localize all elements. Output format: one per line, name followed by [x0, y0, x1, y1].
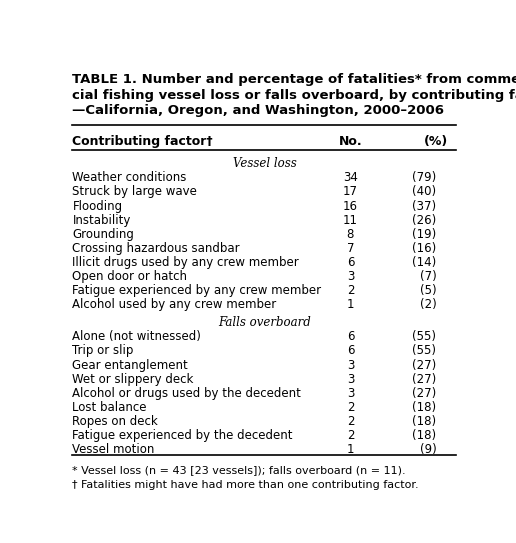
Text: (37): (37) — [412, 199, 437, 212]
Text: Lost balance: Lost balance — [72, 401, 147, 414]
Text: (18): (18) — [412, 401, 437, 414]
Text: (40): (40) — [412, 185, 437, 198]
Text: 8: 8 — [347, 228, 354, 241]
Text: Falls overboard: Falls overboard — [218, 316, 311, 329]
Text: (16): (16) — [412, 242, 437, 255]
Text: 6: 6 — [347, 344, 354, 357]
Text: Ropes on deck: Ropes on deck — [72, 415, 158, 428]
Text: Alcohol or drugs used by the decedent: Alcohol or drugs used by the decedent — [72, 387, 301, 400]
Text: (%): (%) — [424, 135, 448, 148]
Text: (27): (27) — [412, 372, 437, 386]
Text: 2: 2 — [347, 415, 354, 428]
Text: 7: 7 — [347, 242, 354, 255]
Text: (7): (7) — [420, 270, 437, 283]
Text: 3: 3 — [347, 358, 354, 371]
Text: 11: 11 — [343, 214, 358, 226]
Text: 6: 6 — [347, 256, 354, 269]
Text: No.: No. — [338, 135, 362, 148]
Text: 1: 1 — [347, 443, 354, 456]
Text: 3: 3 — [347, 270, 354, 283]
Text: Wet or slippery deck: Wet or slippery deck — [72, 372, 194, 386]
Text: (19): (19) — [412, 228, 437, 241]
Text: Alcohol used by any crew member: Alcohol used by any crew member — [72, 299, 277, 312]
Text: (27): (27) — [412, 358, 437, 371]
Text: 17: 17 — [343, 185, 358, 198]
Text: TABLE 1. Number and percentage of fatalities* from commer-: TABLE 1. Number and percentage of fatali… — [72, 73, 516, 86]
Text: 2: 2 — [347, 401, 354, 414]
Text: 1: 1 — [347, 299, 354, 312]
Text: (26): (26) — [412, 214, 437, 226]
Text: Weather conditions: Weather conditions — [72, 171, 187, 184]
Text: Fatigue experienced by the decedent: Fatigue experienced by the decedent — [72, 429, 293, 442]
Text: 2: 2 — [347, 285, 354, 298]
Text: 2: 2 — [347, 429, 354, 442]
Text: 3: 3 — [347, 372, 354, 386]
Text: Crossing hazardous sandbar: Crossing hazardous sandbar — [72, 242, 240, 255]
Text: Grounding: Grounding — [72, 228, 134, 241]
Text: Contributing factor†: Contributing factor† — [72, 135, 213, 148]
Text: Trip or slip: Trip or slip — [72, 344, 134, 357]
Text: 3: 3 — [347, 387, 354, 400]
Text: (55): (55) — [412, 344, 437, 357]
Text: Struck by large wave: Struck by large wave — [72, 185, 198, 198]
Text: (18): (18) — [412, 429, 437, 442]
Text: cial fishing vessel loss or falls overboard, by contributing factors: cial fishing vessel loss or falls overbo… — [72, 89, 516, 102]
Text: Gear entanglement: Gear entanglement — [72, 358, 188, 371]
Text: Open door or hatch: Open door or hatch — [72, 270, 187, 283]
Text: Fatigue experienced by any crew member: Fatigue experienced by any crew member — [72, 285, 321, 298]
Text: (27): (27) — [412, 387, 437, 400]
Text: Vessel loss: Vessel loss — [233, 157, 296, 170]
Text: Vessel motion: Vessel motion — [72, 443, 155, 456]
Text: —California, Oregon, and Washington, 2000–2006: —California, Oregon, and Washington, 200… — [72, 104, 444, 117]
Text: 34: 34 — [343, 171, 358, 184]
Text: (9): (9) — [420, 443, 437, 456]
Text: (14): (14) — [412, 256, 437, 269]
Text: 6: 6 — [347, 330, 354, 343]
Text: (79): (79) — [412, 171, 437, 184]
Text: Illicit drugs used by any crew member: Illicit drugs used by any crew member — [72, 256, 299, 269]
Text: (55): (55) — [412, 330, 437, 343]
Text: † Fatalities might have had more than one contributing factor.: † Fatalities might have had more than on… — [72, 481, 419, 490]
Text: Flooding: Flooding — [72, 199, 123, 212]
Text: * Vessel loss (n = 43 [23 vessels]); falls overboard (n = 11).: * Vessel loss (n = 43 [23 vessels]); fal… — [72, 465, 406, 475]
Text: Instability: Instability — [72, 214, 131, 226]
Text: (2): (2) — [420, 299, 437, 312]
Text: (18): (18) — [412, 415, 437, 428]
Text: 16: 16 — [343, 199, 358, 212]
Text: (5): (5) — [420, 285, 437, 298]
Text: Alone (not witnessed): Alone (not witnessed) — [72, 330, 201, 343]
